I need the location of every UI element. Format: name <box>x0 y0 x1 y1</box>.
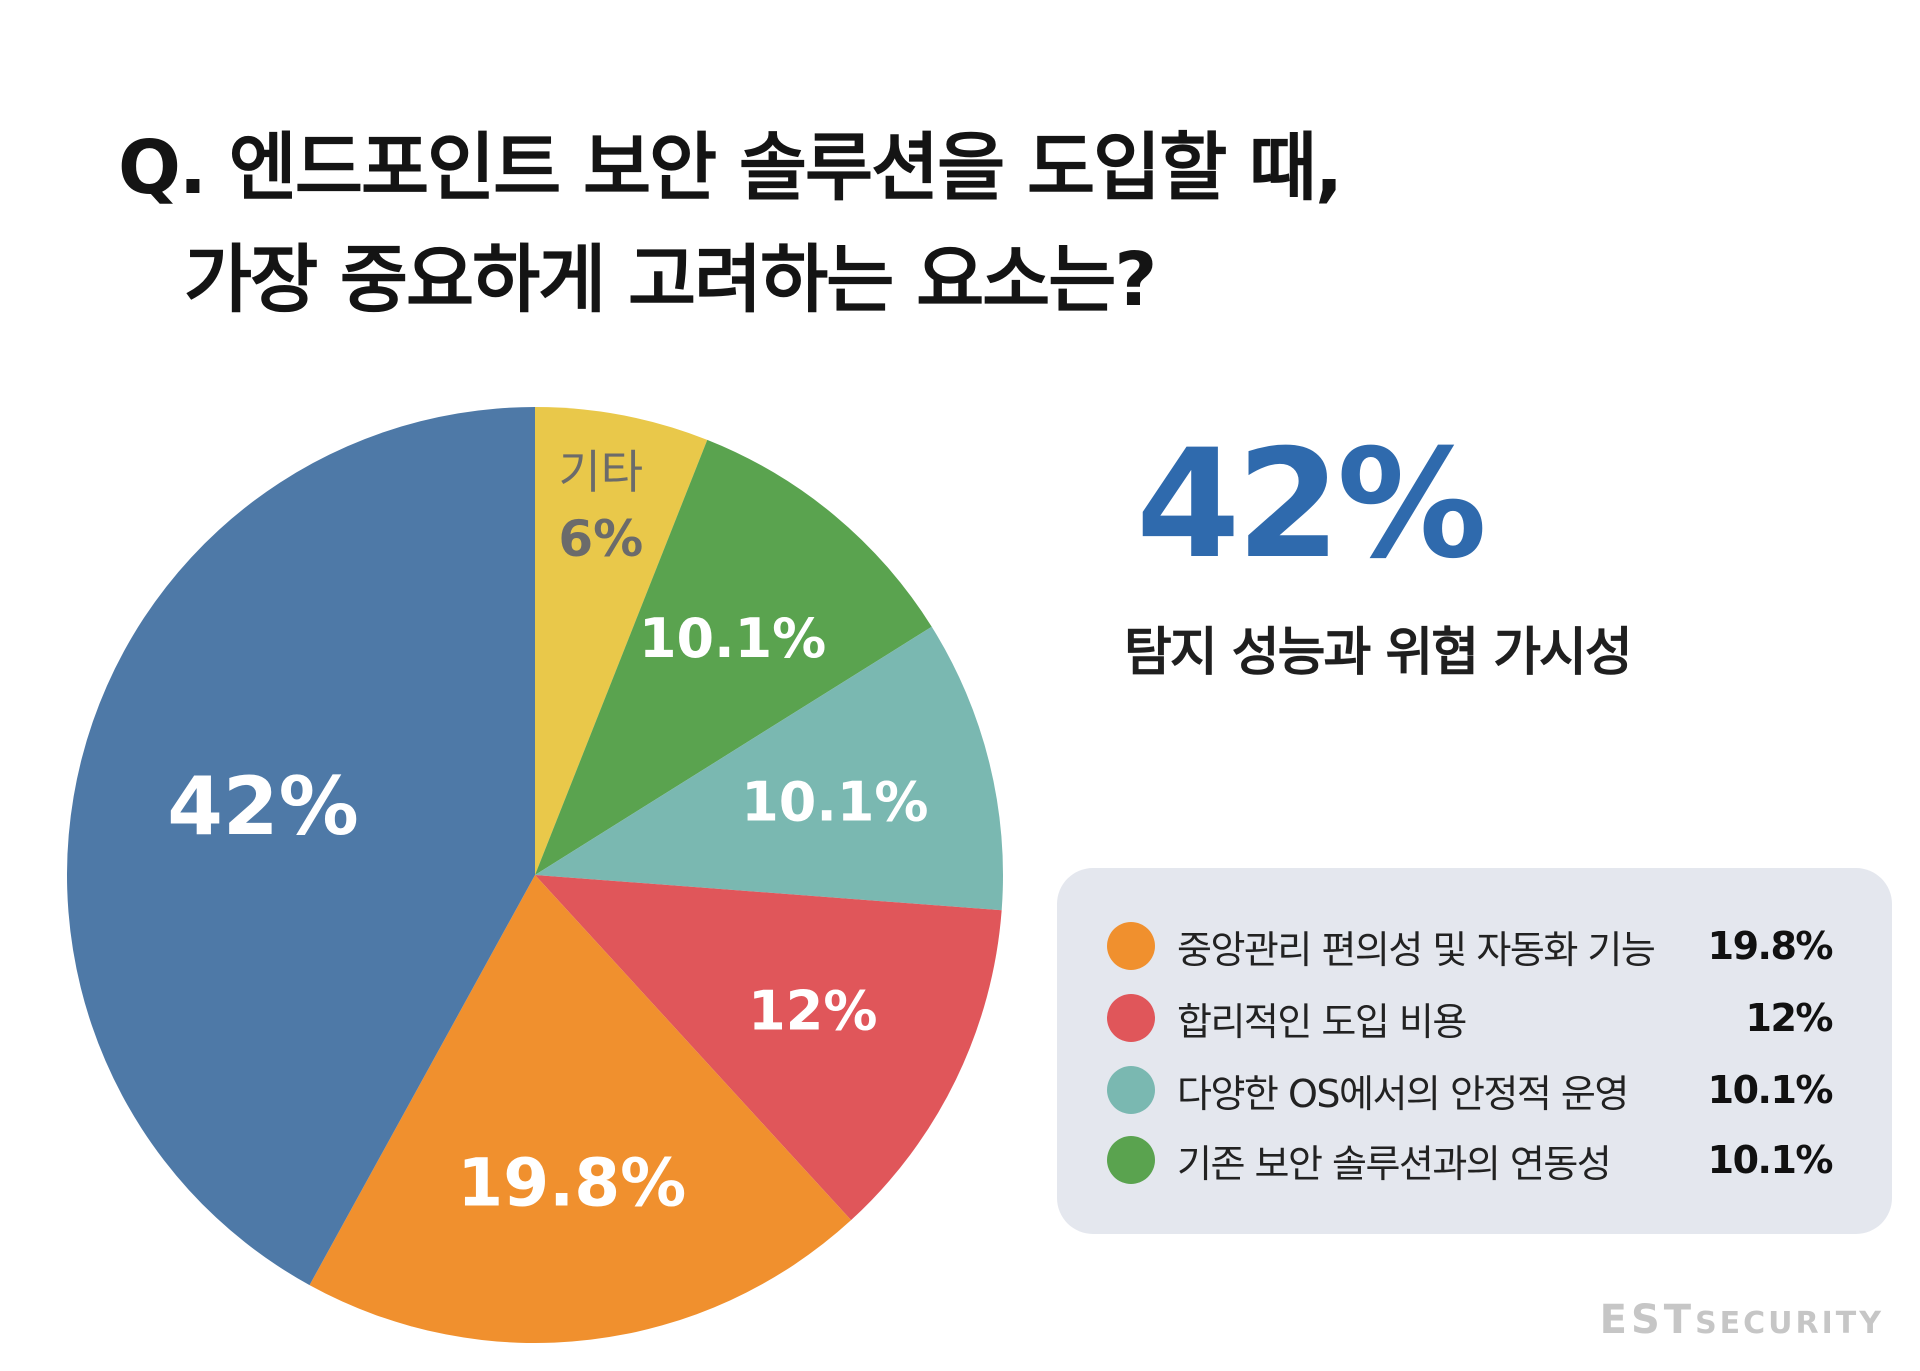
highlight-label: 탐지 성능과 위협 가시성 <box>1124 623 1633 683</box>
slice-value-label: 12% <box>748 979 877 1042</box>
legend-item: 합리적인 도입 비용 12% <box>1107 988 1834 1048</box>
pie-slice <box>66 407 536 1286</box>
legend-value: 10.1% <box>1707 1138 1834 1182</box>
slice-value-label: 19.8% <box>457 1144 686 1221</box>
pie-slice <box>535 626 1003 911</box>
pie-slice <box>535 439 932 875</box>
legend-label: 합리적인 도입 비용 <box>1177 999 1467 1044</box>
legend-value: 12% <box>1745 996 1834 1040</box>
legend-item: 다양한 OS에서의 안정적 운영 10.1% <box>1107 1060 1834 1120</box>
legend-item: 중앙관리 편의성 및 자동화 기능 19.8% <box>1107 916 1834 976</box>
legend-dot <box>1107 922 1155 970</box>
legend-label: 중앙관리 편의성 및 자동화 기능 <box>1177 927 1656 972</box>
legend-item: 기존 보안 솔루션과의 연동성 10.1% <box>1107 1130 1834 1190</box>
brand-part-1: EST <box>1599 1297 1696 1343</box>
slice-value-label: 10.1% <box>639 607 826 670</box>
legend-value: 19.8% <box>1707 924 1834 968</box>
pie-slice <box>535 875 1002 1221</box>
slice-value-label: 10.1% <box>741 770 928 833</box>
legend-dot <box>1107 994 1155 1042</box>
slice-category-label: 기타 <box>558 445 643 499</box>
legend-label: 다양한 OS에서의 안정적 운영 <box>1177 1071 1629 1116</box>
pie-slice <box>535 407 708 875</box>
slice-value-label: 42% <box>167 760 358 853</box>
legend-label: 기존 보안 솔루션과의 연동성 <box>1177 1141 1612 1186</box>
pie-slice <box>309 875 852 1344</box>
highlight-callout: 42% 탐지 성능과 위협 가시성 <box>1124 418 1736 685</box>
chart-title: Q. 엔드포인트 보안 솔루션을 도입할 때, 가장 중요하게 고려하는 요소는… <box>118 112 1343 336</box>
legend-dot <box>1107 1136 1155 1184</box>
highlight-value: 42% <box>1136 418 1487 592</box>
brand-part-2: SECURITY <box>1695 1306 1884 1341</box>
legend-value: 10.1% <box>1707 1068 1834 1112</box>
title-line-1: Q. 엔드포인트 보안 솔루션을 도입할 때, <box>118 125 1343 211</box>
slice-value-label: 6% <box>558 510 643 568</box>
legend-dot <box>1107 1066 1155 1114</box>
legend: 중앙관리 편의성 및 자동화 기능 19.8% 합리적인 도입 비용 12% 다… <box>1057 868 1892 1234</box>
brand-logo: ESTSECURITY <box>1600 1297 1884 1343</box>
title-line-2: 가장 중요하게 고려하는 요소는? <box>184 237 1157 323</box>
